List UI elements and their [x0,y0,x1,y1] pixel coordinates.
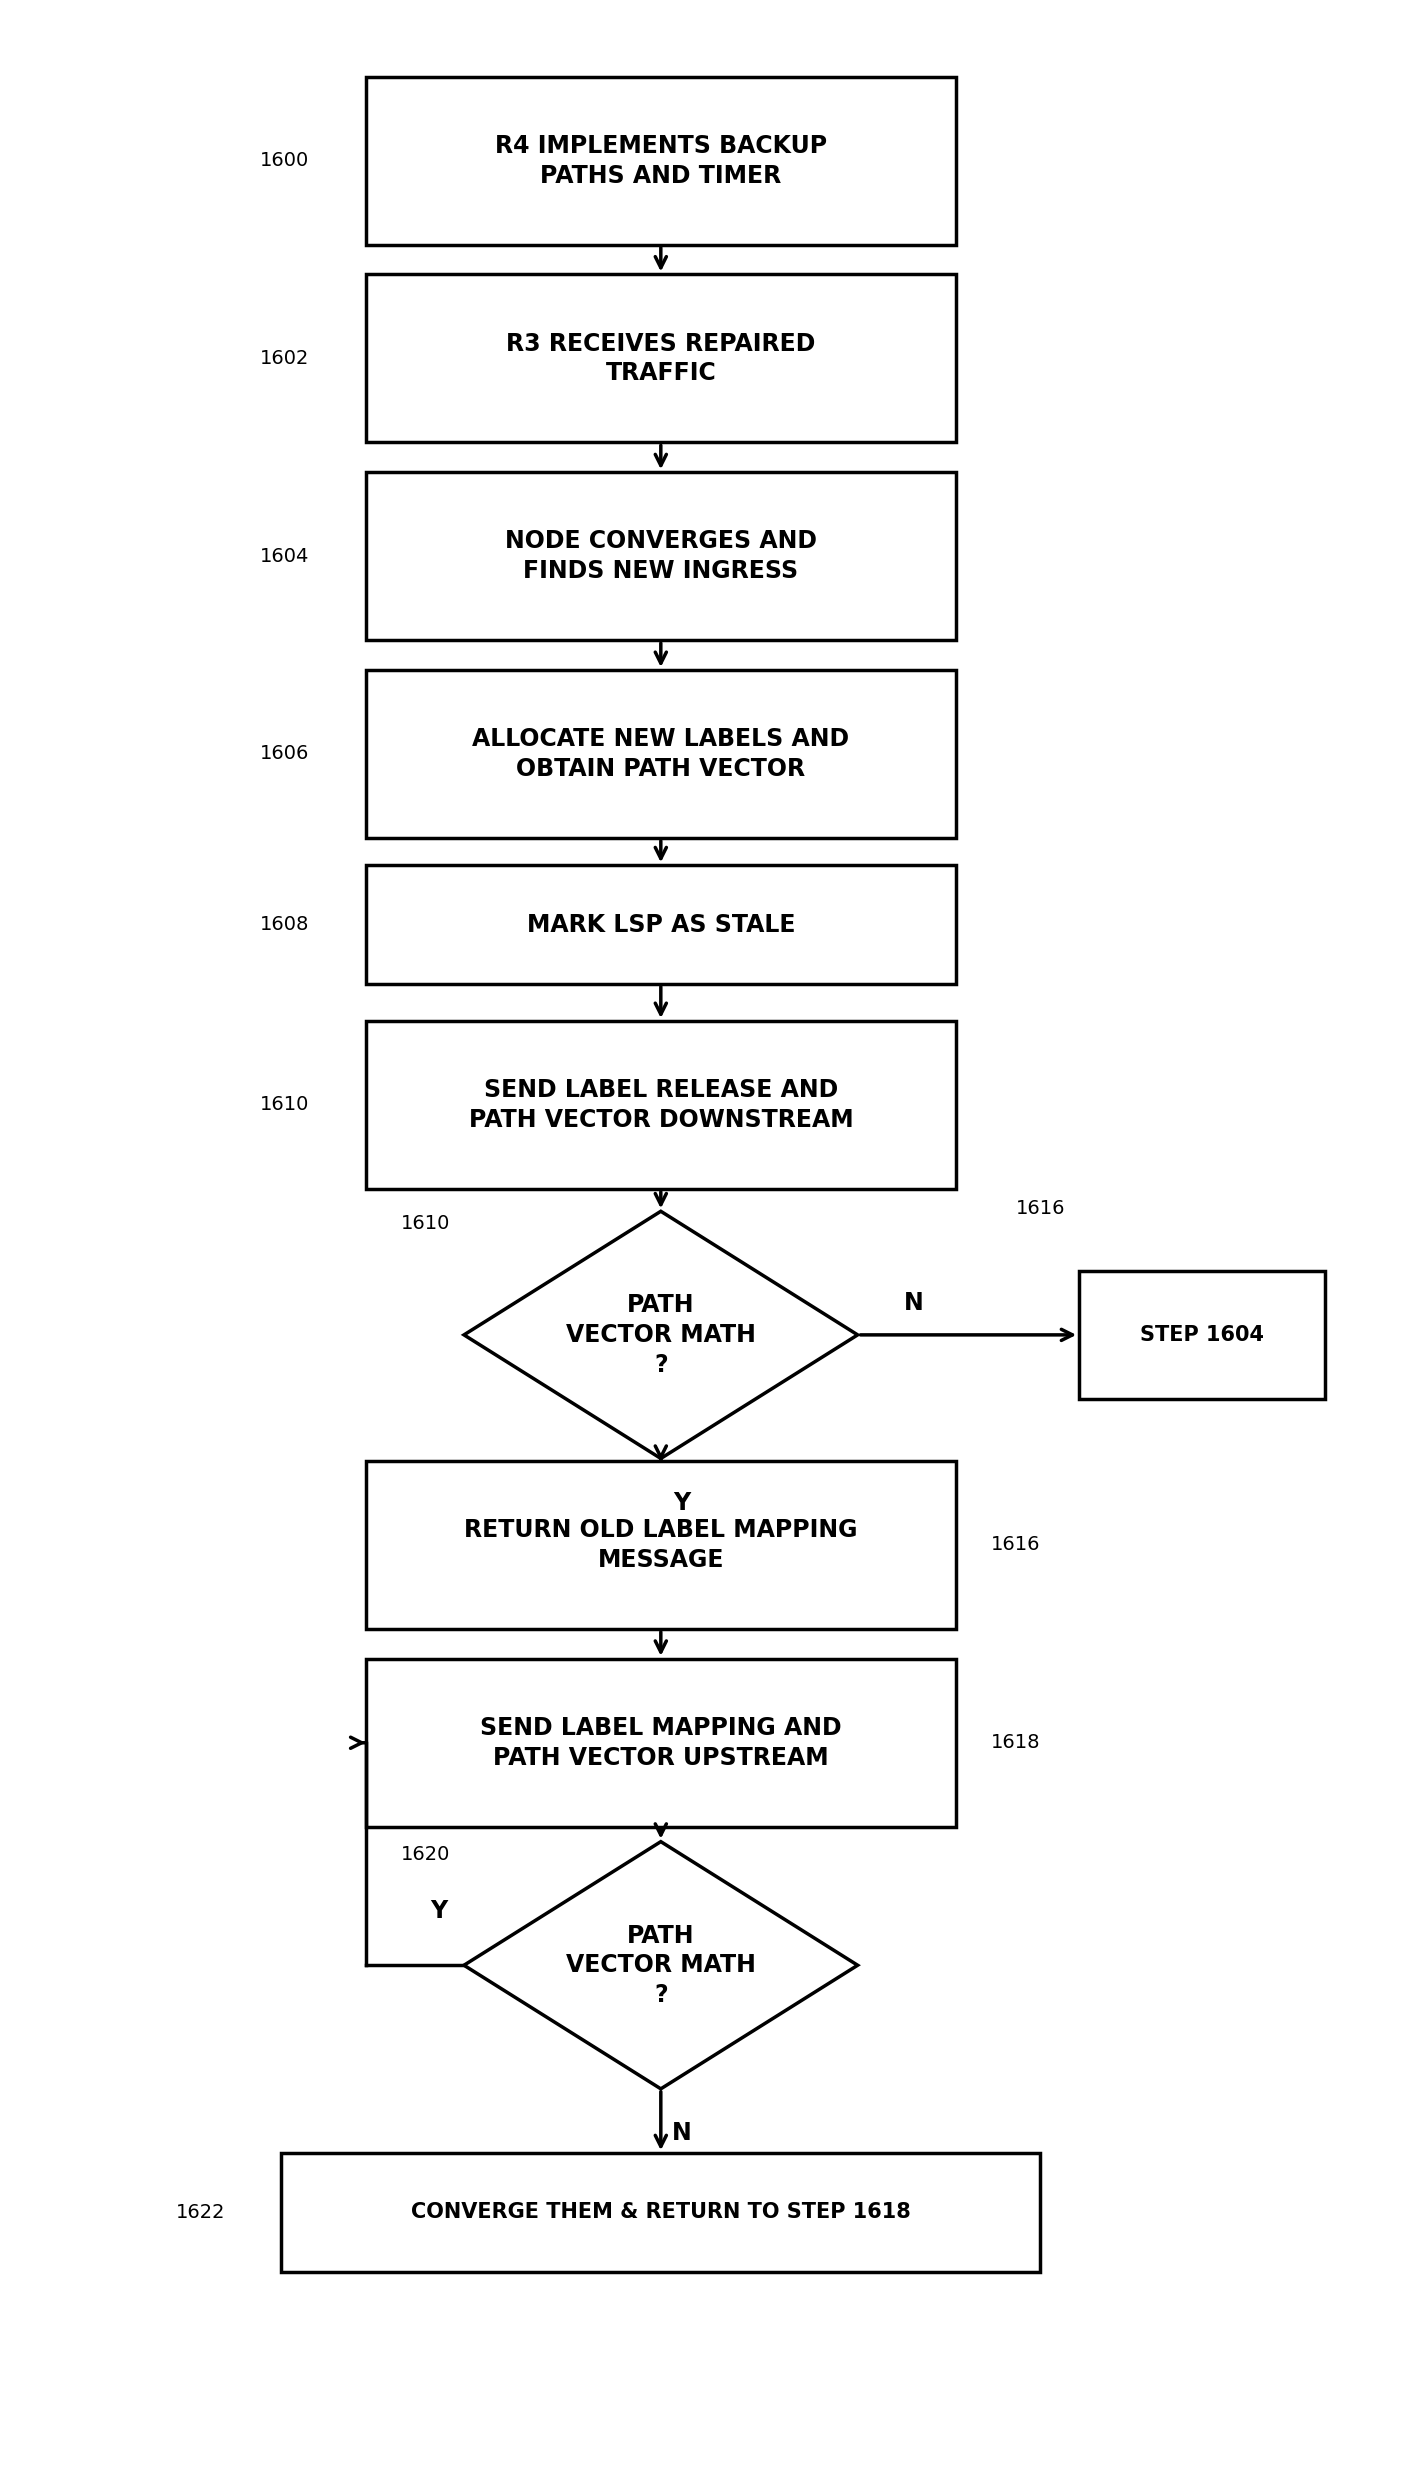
Text: N: N [904,1290,924,1315]
FancyBboxPatch shape [1080,1271,1324,1399]
Text: N: N [672,2121,692,2146]
FancyBboxPatch shape [366,865,956,984]
FancyBboxPatch shape [281,2153,1040,2272]
Text: 1620: 1620 [401,1844,450,1864]
Text: NODE CONVERGES AND
FINDS NEW INGRESS: NODE CONVERGES AND FINDS NEW INGRESS [505,529,817,583]
Text: PATH
VECTOR MATH
?: PATH VECTOR MATH ? [565,1293,756,1377]
Text: 1622: 1622 [176,2203,225,2222]
Text: Y: Y [673,1491,690,1515]
Text: 1602: 1602 [260,349,309,368]
FancyBboxPatch shape [366,274,956,442]
FancyBboxPatch shape [366,472,956,640]
Text: 1606: 1606 [260,744,309,764]
FancyBboxPatch shape [366,670,956,838]
Text: 1610: 1610 [260,1095,309,1115]
FancyBboxPatch shape [366,77,956,245]
Text: R3 RECEIVES REPAIRED
TRAFFIC: R3 RECEIVES REPAIRED TRAFFIC [506,331,815,386]
Text: STEP 1604: STEP 1604 [1140,1325,1264,1345]
Text: 1618: 1618 [991,1733,1040,1753]
FancyBboxPatch shape [366,1659,956,1827]
Text: MARK LSP AS STALE: MARK LSP AS STALE [527,912,794,937]
Text: 1616: 1616 [991,1535,1040,1555]
Text: RETURN OLD LABEL MAPPING
MESSAGE: RETURN OLD LABEL MAPPING MESSAGE [464,1518,858,1572]
Text: SEND LABEL RELEASE AND
PATH VECTOR DOWNSTREAM: SEND LABEL RELEASE AND PATH VECTOR DOWNS… [468,1078,853,1132]
Text: PATH
VECTOR MATH
?: PATH VECTOR MATH ? [565,1923,756,2007]
Text: 1604: 1604 [260,546,309,566]
Polygon shape [464,1842,858,2089]
Text: SEND LABEL MAPPING AND
PATH VECTOR UPSTREAM: SEND LABEL MAPPING AND PATH VECTOR UPSTR… [479,1716,842,1770]
Text: CONVERGE THEM & RETURN TO STEP 1618: CONVERGE THEM & RETURN TO STEP 1618 [411,2203,911,2222]
Text: R4 IMPLEMENTS BACKUP
PATHS AND TIMER: R4 IMPLEMENTS BACKUP PATHS AND TIMER [495,133,827,188]
FancyBboxPatch shape [366,1461,956,1629]
Text: 1608: 1608 [260,915,309,934]
Text: 1610: 1610 [401,1214,450,1234]
FancyBboxPatch shape [366,1021,956,1189]
Polygon shape [464,1211,858,1458]
Text: 1600: 1600 [260,151,309,171]
Text: Y: Y [430,1898,447,1923]
Text: 1616: 1616 [1015,1199,1066,1219]
Text: ALLOCATE NEW LABELS AND
OBTAIN PATH VECTOR: ALLOCATE NEW LABELS AND OBTAIN PATH VECT… [472,727,849,781]
